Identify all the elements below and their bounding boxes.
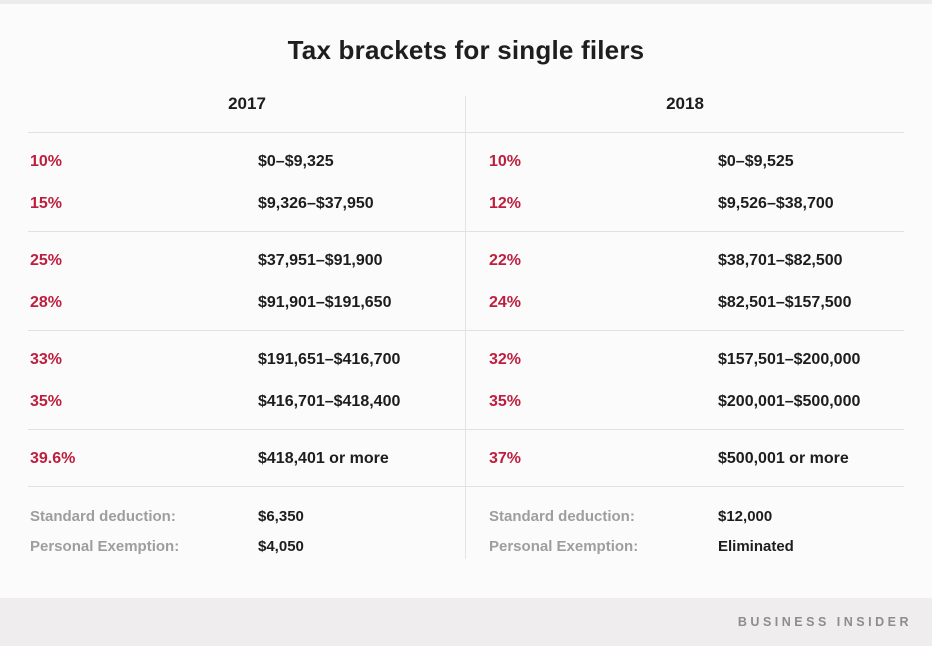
year-header-2017: 2017 (228, 94, 266, 113)
tax-rate: 37% (489, 450, 522, 467)
income-range: $91,901–$191,650 (258, 294, 392, 311)
tax-rate: 12% (489, 195, 522, 212)
personal-exemption-label: Personal Exemption: (489, 537, 639, 555)
year-header-2018: 2018 (666, 94, 704, 113)
tax-rate: 22% (489, 252, 522, 269)
standard-deduction-label: Standard deduction: (30, 507, 176, 525)
bracket-group-2: 25% $37,951–$91,900 22% $38,701–$82,500 … (28, 232, 904, 330)
income-range: $37,951–$91,900 (258, 252, 383, 269)
group-divider-line (28, 486, 904, 487)
income-range: $9,326–$37,950 (258, 195, 374, 212)
business-insider-logo: BUSINESS INSIDER (737, 615, 912, 629)
income-range: $191,651–$416,700 (258, 351, 401, 368)
header-divider-line (28, 132, 904, 133)
income-range: $500,001 or more (718, 450, 849, 467)
column-divider (465, 96, 466, 559)
group-divider-line (28, 330, 904, 331)
income-range: $416,701–$418,400 (258, 393, 401, 410)
personal-exemption-value: Eliminated (718, 537, 794, 555)
income-range: $418,401 or more (258, 450, 389, 467)
tax-rate: 25% (30, 252, 63, 269)
tax-rate: 10% (30, 153, 63, 170)
page-title: Tax brackets for single filers (287, 35, 645, 65)
tax-rate: 35% (30, 393, 63, 410)
title-bar: Tax brackets for single filers (0, 4, 932, 76)
tax-rate: 39.6% (30, 450, 76, 467)
bracket-group-4: 39.6% $418,401 or more 37% $500,001 or m… (28, 430, 904, 486)
tax-rate: 10% (489, 153, 522, 170)
tax-rate: 24% (489, 294, 522, 311)
footer-bar: BUSINESS INSIDER (0, 598, 932, 646)
income-range: $82,501–$157,500 (718, 294, 852, 311)
standard-deduction-value: $6,350 (258, 507, 304, 525)
year-header-row: 2017 2018 (28, 76, 904, 132)
personal-exemption-label: Personal Exemption: (30, 537, 180, 555)
standard-deduction-value: $12,000 (718, 507, 773, 525)
table-content: 2017 2018 10% $0–$9,325 10% $0–$9,525 15… (28, 76, 904, 577)
group-divider-line (28, 429, 904, 430)
personal-exemption-value: $4,050 (258, 537, 304, 555)
tax-rate: 15% (30, 195, 63, 212)
standard-deduction-label: Standard deduction: (489, 507, 635, 525)
income-range: $0–$9,325 (258, 153, 334, 170)
income-range: $157,501–$200,000 (718, 351, 861, 368)
tax-rate: 33% (30, 351, 63, 368)
group-divider-line (28, 231, 904, 232)
income-range: $38,701–$82,500 (718, 252, 843, 269)
tax-rate: 28% (30, 294, 63, 311)
bracket-group-1: 10% $0–$9,325 10% $0–$9,525 15% $9,326–$… (28, 133, 904, 231)
bracket-group-3: 33% $191,651–$416,700 32% $157,501–$200,… (28, 331, 904, 429)
income-range: $9,526–$38,700 (718, 195, 834, 212)
income-range: $200,001–$500,000 (718, 393, 861, 410)
tax-rate: 32% (489, 351, 522, 368)
income-range: $0–$9,525 (718, 153, 794, 170)
tax-rate: 35% (489, 393, 522, 410)
deductions-section: Standard deduction: $6,350 Standard dedu… (28, 487, 904, 577)
